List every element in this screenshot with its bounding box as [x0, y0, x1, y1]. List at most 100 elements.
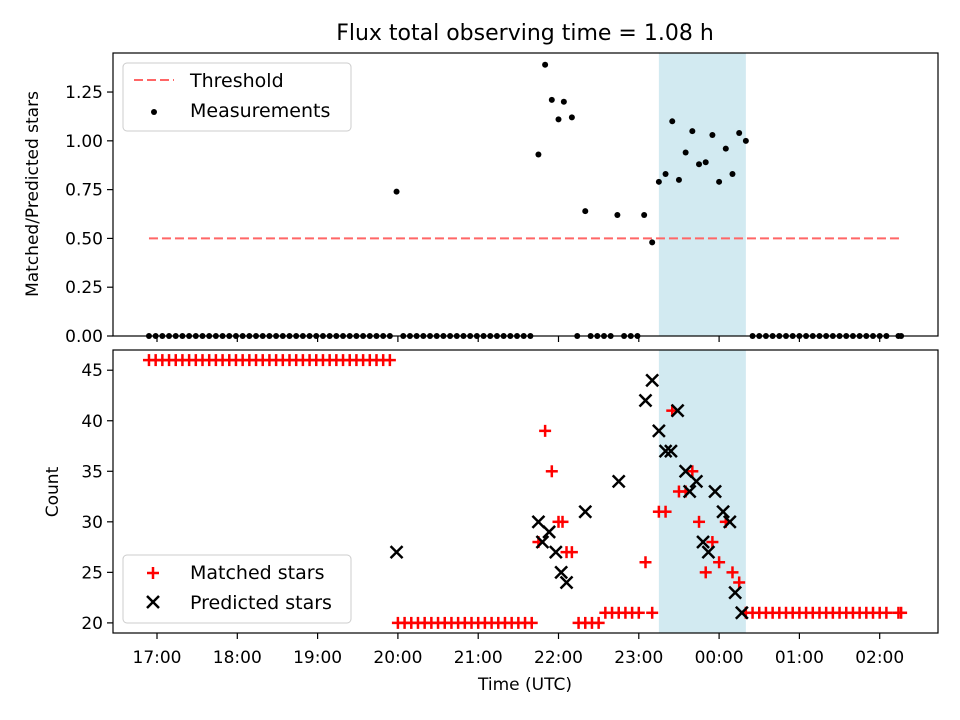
predicted-star-point	[578, 504, 593, 519]
top-plot-frame	[112, 52, 939, 337]
x-tick-label: 00:00	[695, 648, 744, 668]
measurement-point	[614, 211, 621, 218]
x-tick-label: 18:00	[213, 648, 262, 668]
x-tick-label: 20:00	[373, 648, 422, 668]
predicted-star-point	[535, 535, 550, 549]
top-y-axis: 0.00 0.25 0.50 0.75 1.00 1.25	[65, 83, 113, 347]
predicted-star-point	[645, 373, 660, 388]
highlight-band	[658, 53, 746, 336]
legend-measurements-swatch	[151, 109, 157, 115]
predicted-star-point	[708, 484, 722, 499]
y-tick-label: 0.25	[65, 278, 103, 298]
legend-matched-label: Matched stars	[190, 562, 324, 584]
matched-star-point	[545, 465, 558, 478]
predicted-star-point	[716, 504, 730, 519]
y-tick-label: 35	[81, 462, 103, 482]
matched-star-point	[539, 424, 552, 437]
measurement-point	[702, 159, 709, 166]
top-panel: 0.00 0.25 0.50 0.75 1.00 1.25 Matched/Predict…	[23, 52, 939, 347]
measurement-point	[736, 130, 743, 137]
measurement-point	[722, 145, 729, 152]
legend-predicted-swatch	[146, 595, 160, 609]
matched-star-point	[639, 556, 652, 569]
bottom-panel: 20 25 30 35 40 45 17:00 18:00 19:00 20:00 21:00 22…	[43, 349, 939, 695]
y-tick-label: 45	[81, 361, 103, 381]
top-legend: Threshold Measurements	[122, 62, 352, 132]
measurement-point	[568, 114, 575, 121]
legend-matched-swatch	[147, 567, 159, 579]
predicted-star-point	[682, 484, 697, 499]
measurement-point	[655, 178, 662, 185]
measurement-point	[662, 171, 669, 178]
matched-star-point	[706, 536, 719, 549]
measurement-point	[682, 149, 689, 156]
predicted-star-point	[664, 444, 678, 458]
matched-star-point	[632, 606, 645, 619]
matched-star-point	[880, 606, 893, 619]
matched-star-point	[659, 505, 672, 518]
y-tick-label: 40	[81, 412, 103, 432]
matched-star-point	[592, 616, 605, 629]
measurement-point	[675, 176, 682, 183]
y-tick-label: 20	[81, 614, 103, 634]
measurement-point	[393, 188, 400, 195]
measurement-point	[582, 208, 589, 215]
measurement-point	[560, 98, 567, 105]
measurement-point	[716, 178, 723, 185]
matched-star-point	[895, 606, 908, 619]
y-tick-label: 0.00	[65, 327, 103, 347]
bottom-y-axis: 20 25 30 35 40 45	[81, 361, 113, 634]
matched-star-point	[383, 354, 396, 367]
chart-title: Flux total observing time = 1.08 h	[336, 21, 714, 46]
matched-star-point	[699, 566, 712, 579]
predicted-star-point	[701, 545, 716, 560]
x-tick-label: 19:00	[293, 648, 342, 668]
x-tick-label: 23:00	[614, 648, 663, 668]
predicted-star-point	[728, 585, 743, 600]
matched-star-point	[565, 546, 578, 559]
matched-star-point	[556, 515, 569, 528]
matched-star-point	[733, 576, 746, 589]
bottom-legend-box	[122, 554, 352, 624]
legend-predicted-label: Predicted stars	[190, 592, 332, 614]
y-tick-label: 1.25	[65, 83, 103, 103]
x-tick-label: 21:00	[454, 648, 503, 668]
predicted-star-point	[611, 474, 626, 489]
x-tick-label: 22:00	[534, 648, 583, 668]
predicted-star-point	[678, 464, 693, 479]
measurement-point	[649, 239, 656, 246]
x-tick-label: 01:00	[775, 648, 824, 668]
bottom-x-axis: 17:00 18:00 19:00 20:00 21:00 22:00 23:00 00:00…	[133, 633, 904, 668]
measurement-point	[542, 61, 549, 68]
measurement-point	[669, 118, 676, 125]
bottom-plot-frame	[112, 349, 939, 634]
predicted-star-point	[722, 514, 737, 529]
predicted-star-point	[689, 474, 704, 489]
y-tick-label: 30	[81, 513, 103, 533]
predicted-star-point	[658, 444, 673, 458]
matched-star-point	[525, 616, 538, 629]
matched-stars-points	[142, 354, 908, 629]
matched-star-point	[686, 465, 699, 478]
y-tick-label: 1.00	[65, 132, 103, 152]
top-y-axis-label: Matched/Predicted stars	[23, 91, 43, 297]
measurement-point	[709, 131, 716, 138]
predicted-star-point	[638, 393, 653, 408]
measurement-point	[696, 161, 703, 168]
predicted-star-point	[734, 605, 749, 620]
predicted-star-point	[554, 565, 569, 580]
matched-star-point	[646, 606, 659, 619]
x-tick-label: 17:00	[133, 648, 182, 668]
top-x-ticks	[156, 336, 881, 342]
measurement-point	[689, 128, 696, 135]
predicted-star-point	[531, 514, 546, 529]
y-tick-label: 0.75	[65, 181, 103, 201]
y-tick-label: 25	[81, 563, 103, 583]
predicted-star-point	[542, 525, 557, 539]
predicted-star-point	[696, 535, 710, 549]
measurement-point	[535, 151, 542, 158]
measurement-point	[729, 171, 736, 178]
measurement-point	[548, 96, 555, 103]
measurement-point	[555, 116, 562, 123]
